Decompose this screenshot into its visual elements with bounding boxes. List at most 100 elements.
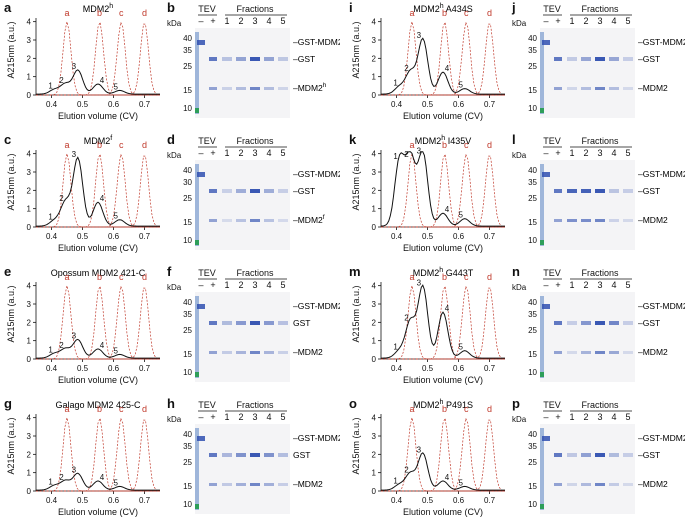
standard-letter: d bbox=[487, 272, 492, 282]
lane-minus: – bbox=[543, 148, 548, 158]
fraction-marker: 1 bbox=[393, 477, 398, 486]
band-mdm2 bbox=[581, 351, 591, 354]
lane-number: 2 bbox=[583, 148, 588, 158]
x-tick-label: 0.4 bbox=[391, 232, 403, 241]
standard-letter: a bbox=[64, 272, 69, 282]
x-tick-label: 0.6 bbox=[453, 232, 465, 241]
panel-title: MDM2h I435V bbox=[415, 135, 471, 146]
lane-number: 1 bbox=[569, 148, 574, 158]
y-tick-label: 3 bbox=[372, 36, 377, 45]
panel-letter: k bbox=[349, 132, 357, 147]
gel-background bbox=[540, 28, 635, 118]
lane-number: 2 bbox=[238, 412, 243, 422]
band-gst bbox=[209, 57, 217, 61]
lane-minus: – bbox=[198, 412, 203, 422]
band-mdm2 bbox=[209, 351, 217, 354]
tev-label: TEV bbox=[198, 4, 216, 14]
band-label: –GST bbox=[638, 54, 660, 64]
band-gst bbox=[623, 189, 633, 193]
band-label: GST bbox=[293, 318, 310, 328]
band-gst bbox=[236, 57, 246, 61]
fraction-marker: 5 bbox=[458, 81, 463, 90]
standard-peak bbox=[381, 21, 505, 96]
lane-number: 4 bbox=[611, 412, 616, 422]
x-tick-label: 0.6 bbox=[108, 364, 120, 373]
marker-label: 15 bbox=[528, 86, 537, 95]
band-gst bbox=[595, 189, 605, 193]
standard-letter: c bbox=[464, 404, 469, 414]
y-tick-label: 4 bbox=[372, 150, 377, 159]
marker-label: 10 bbox=[183, 236, 192, 245]
x-tick-label: 0.5 bbox=[422, 100, 434, 109]
band-gst-mdm2 bbox=[197, 40, 205, 45]
lane-number: 3 bbox=[597, 412, 602, 422]
band-mdm2 bbox=[554, 219, 562, 222]
band-gst bbox=[264, 57, 274, 61]
lane-minus: – bbox=[198, 280, 203, 290]
lane-number: 1 bbox=[569, 16, 574, 26]
standard-peak bbox=[36, 417, 160, 492]
x-tick-label: 0.5 bbox=[77, 100, 89, 109]
sample-trace bbox=[36, 156, 160, 227]
standard-letter: d bbox=[142, 8, 147, 18]
fraction-marker: 3 bbox=[417, 31, 422, 40]
band-gst bbox=[209, 453, 217, 457]
x-axis-label: Elution volume (CV) bbox=[58, 111, 138, 121]
band-gst bbox=[250, 321, 260, 325]
fraction-marker: 4 bbox=[100, 341, 105, 350]
band-gst bbox=[609, 57, 619, 61]
ladder-lane bbox=[195, 428, 199, 510]
fractions-label: Fractions bbox=[236, 400, 274, 410]
band-gst bbox=[222, 453, 232, 457]
standard-peak bbox=[381, 285, 505, 360]
band-mdm2 bbox=[567, 351, 577, 354]
panel-letter: j bbox=[511, 0, 516, 15]
lane-number: 4 bbox=[266, 280, 271, 290]
band-gst bbox=[623, 453, 633, 457]
band-gst-mdm2 bbox=[197, 304, 205, 309]
band-mdm2 bbox=[264, 87, 274, 90]
marker-label: 25 bbox=[183, 326, 192, 335]
standard-letter: b bbox=[442, 140, 447, 150]
fraction-marker: 3 bbox=[417, 147, 422, 156]
band-gst bbox=[264, 321, 274, 325]
band-gst bbox=[567, 453, 577, 457]
band-label: –GST bbox=[638, 186, 660, 196]
tev-label: TEV bbox=[198, 268, 216, 278]
x-tick-label: 0.4 bbox=[46, 232, 58, 241]
gel-background bbox=[540, 160, 635, 250]
fraction-marker: 5 bbox=[113, 212, 118, 221]
standard-peak bbox=[36, 21, 160, 96]
lane-number: 2 bbox=[238, 280, 243, 290]
standard-peak bbox=[381, 153, 505, 228]
standard-peak bbox=[36, 285, 160, 360]
marker-label: 10 bbox=[183, 104, 192, 113]
y-tick-label: 0 bbox=[27, 223, 32, 232]
standard-peak bbox=[36, 153, 160, 228]
panel-letter: h bbox=[167, 396, 175, 411]
fraction-marker: 5 bbox=[458, 343, 463, 352]
gel-h: h kDa TEV Fractions – +1 2 3 4 5 40 35 25 15 10 –GST-MD… bbox=[167, 396, 340, 514]
fraction-marker: 4 bbox=[100, 473, 105, 482]
standard-peak bbox=[36, 419, 161, 492]
y-tick-label: 0 bbox=[27, 91, 32, 100]
standard-peak bbox=[381, 21, 505, 96]
y-tick-label: 3 bbox=[27, 300, 32, 309]
y-axis-label: A215nm (a.u.) bbox=[351, 417, 361, 474]
fraction-marker: 2 bbox=[404, 313, 409, 322]
band-gst bbox=[222, 57, 232, 61]
standard-letter: c bbox=[119, 8, 124, 18]
marker-label: 10 bbox=[183, 500, 192, 509]
fraction-marker: 5 bbox=[458, 211, 463, 220]
y-tick-label: 4 bbox=[27, 18, 32, 27]
fraction-marker: 1 bbox=[393, 152, 398, 161]
fraction-marker: 5 bbox=[458, 478, 463, 487]
band-gst bbox=[595, 57, 605, 61]
band-mdm2 bbox=[250, 483, 260, 486]
lane-number: 4 bbox=[266, 148, 271, 158]
fraction-marker: 5 bbox=[113, 346, 118, 355]
band-mdm2 bbox=[278, 219, 288, 222]
lane-number: 5 bbox=[625, 148, 630, 158]
